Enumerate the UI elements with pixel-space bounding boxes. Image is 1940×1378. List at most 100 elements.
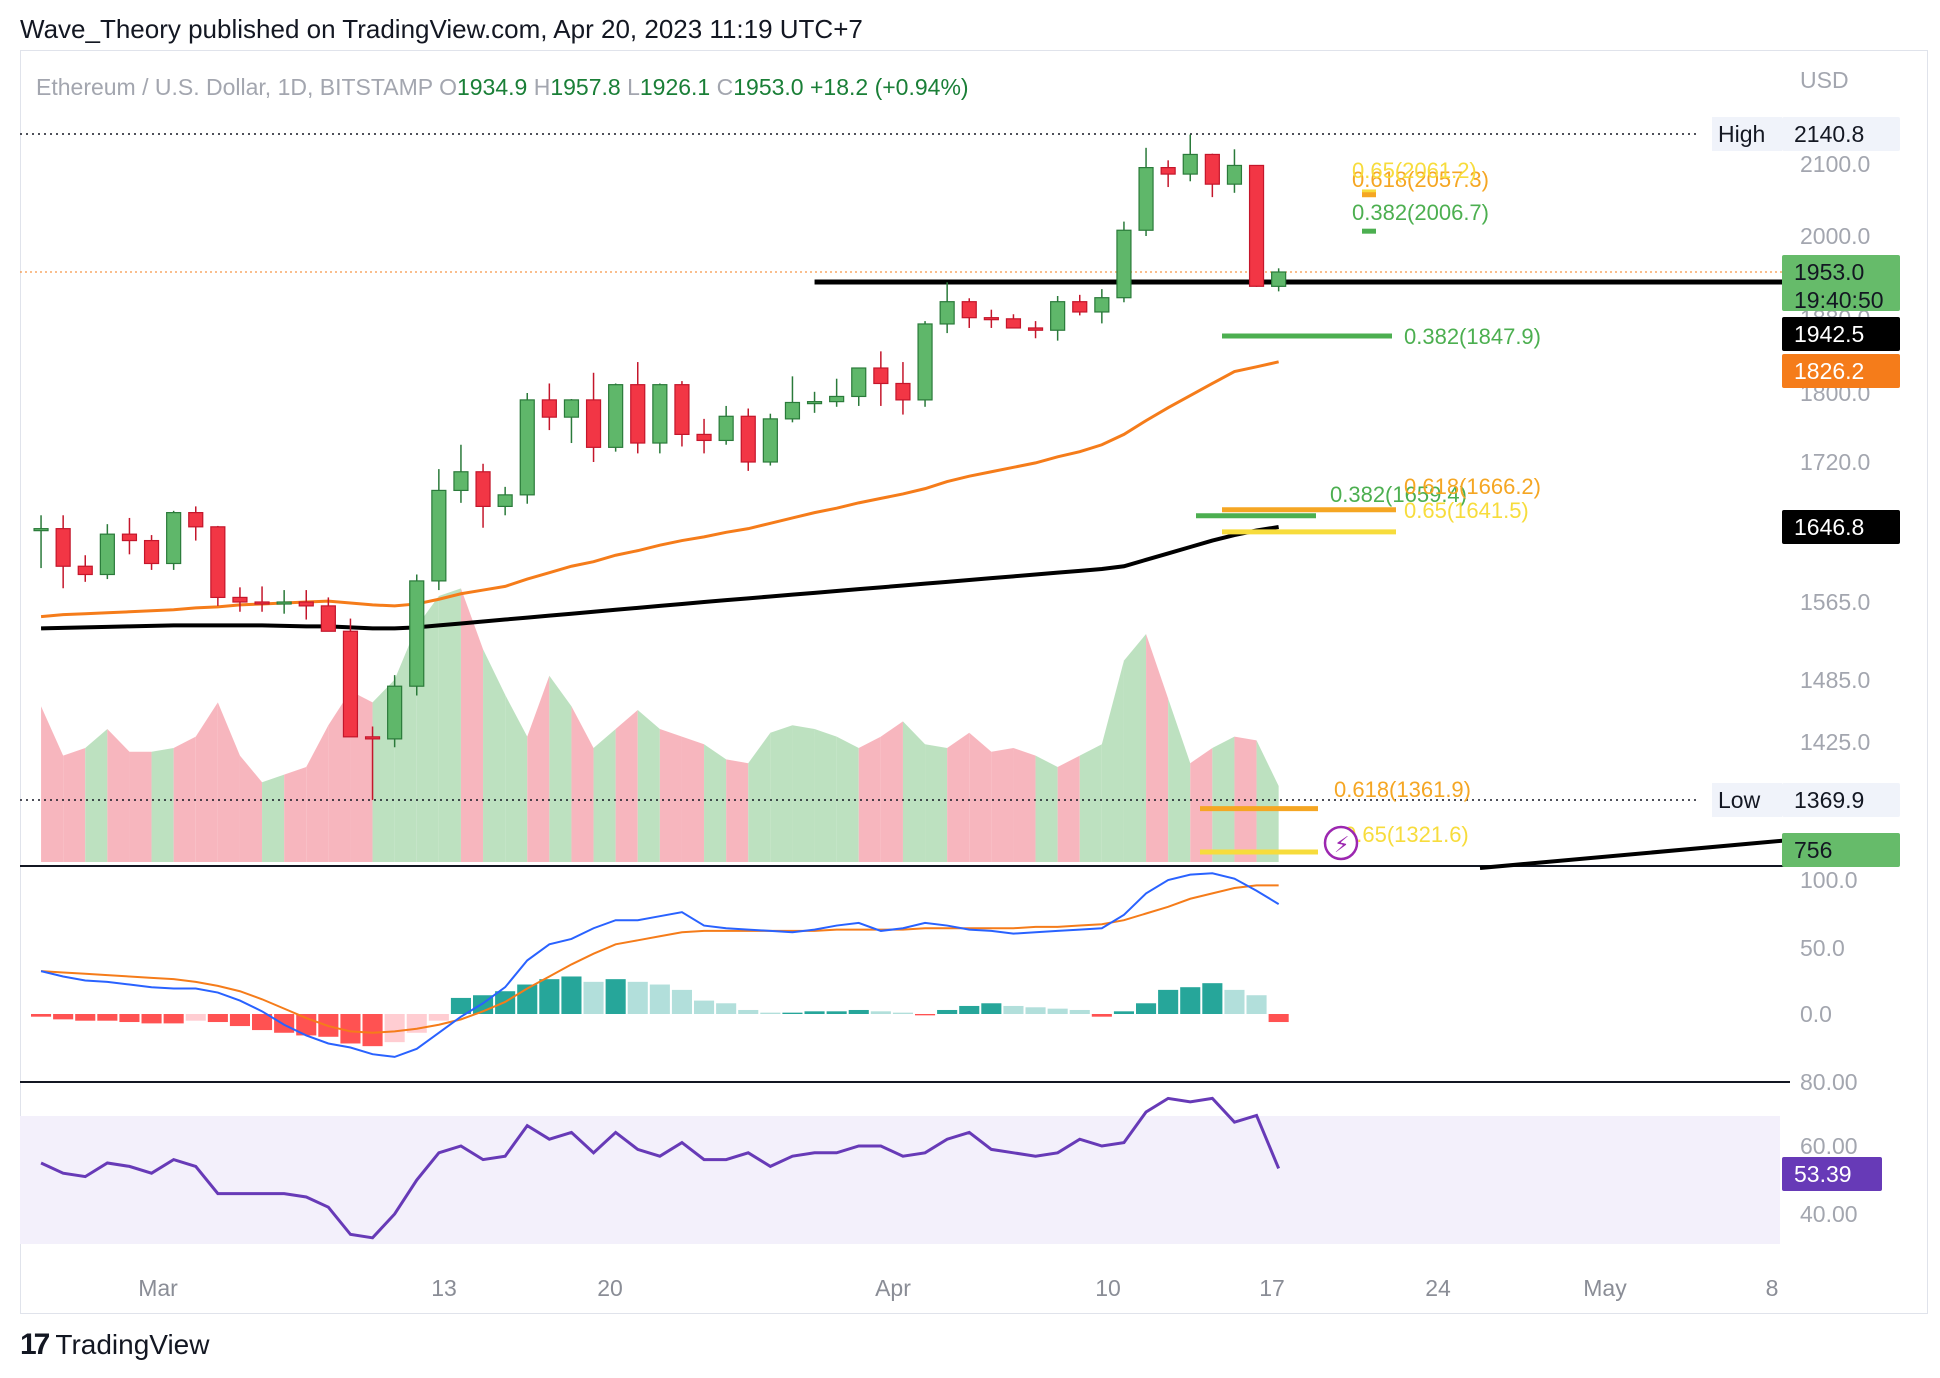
macd-histogram-bar	[274, 1014, 295, 1033]
ema50-line	[40, 360, 1279, 619]
candle-body	[1248, 164, 1265, 287]
volume-area	[1212, 736, 1235, 862]
ema200-line	[41, 525, 1279, 631]
volume-area	[792, 725, 815, 862]
macd-histogram-bar	[915, 1014, 936, 1016]
price-badge-value: 1942.5	[1794, 321, 1864, 347]
alert-lightning-glyph: ⚡	[1334, 833, 1349, 858]
candle-body	[873, 367, 889, 385]
rsi-tick-label: 40.00	[1800, 1201, 1858, 1227]
volume-area	[1146, 634, 1169, 862]
candle-body	[740, 415, 756, 463]
candle-body	[55, 528, 71, 567]
macd-histogram-bar	[163, 1014, 184, 1024]
legend-part: 1953.0	[733, 74, 810, 100]
volume-area	[173, 736, 196, 862]
macd-histogram-bar	[1180, 987, 1201, 1014]
price-tick-label: 1565.0	[1800, 589, 1870, 615]
chart-frame	[20, 50, 1928, 1314]
candle-body	[1138, 167, 1154, 231]
volume-area	[880, 721, 903, 862]
price-badge-value: 1953.0	[1794, 259, 1864, 285]
macd-tick-label: 0.0	[1800, 1001, 1832, 1027]
fib-annotation: 0.382(1847.9)	[1404, 324, 1541, 349]
candle-body	[364, 736, 381, 740]
macd-histogram-bar	[1268, 1014, 1289, 1023]
fib-annotation: 0.65(1321.6)	[1344, 822, 1469, 847]
candle-body	[210, 526, 226, 599]
candle-body	[608, 384, 624, 448]
candle-body	[961, 301, 977, 319]
volume-area	[1035, 755, 1058, 862]
macd-histogram-bar	[583, 981, 604, 1014]
volume-area	[1168, 698, 1191, 862]
macd-histogram-bar	[892, 1012, 913, 1014]
rsi-band	[20, 1116, 1780, 1244]
macd-histogram-bar	[1113, 1011, 1134, 1014]
fib-annotation: 0.382(2006.7)	[1352, 200, 1489, 225]
macd-histogram-bar	[1136, 1003, 1157, 1014]
macd-histogram-bar	[539, 979, 560, 1014]
candle-body	[718, 415, 734, 442]
macd-histogram-bar	[804, 1011, 825, 1014]
candle-body	[895, 382, 911, 401]
candle-body	[983, 317, 999, 321]
macd-signal-line	[40, 884, 1279, 1034]
macd-histogram-bar	[870, 1011, 891, 1014]
macd-histogram-bar	[937, 1009, 958, 1014]
price-badge-value: 756	[1794, 837, 1832, 863]
legend-part: L	[627, 74, 640, 100]
volume-area	[726, 759, 749, 862]
candle-body	[563, 399, 580, 418]
volume-area	[571, 706, 594, 862]
footer-brand[interactable]: 17 TradingView	[20, 1328, 209, 1362]
volume-area	[1101, 660, 1124, 862]
rsi-pane	[20, 1096, 1780, 1244]
macd-histogram-bar	[1224, 989, 1245, 1014]
publish-header: Wave_Theory published on TradingView.com…	[20, 14, 863, 44]
candle-body	[1072, 301, 1088, 313]
volume-area	[770, 725, 793, 862]
time-tick-label: 10	[1095, 1275, 1121, 1301]
candle-body	[674, 384, 690, 435]
volume-area	[814, 729, 837, 862]
candle-body	[1271, 271, 1287, 287]
price-badge-value: 1646.8	[1794, 514, 1864, 540]
volume-area	[969, 732, 992, 862]
macd-histogram-bar	[362, 1014, 383, 1047]
volume-area	[1079, 744, 1102, 862]
volume-area	[41, 706, 64, 862]
candle-body	[851, 367, 867, 398]
price-label-tag-text: High	[1718, 121, 1765, 147]
volume-area	[902, 721, 926, 862]
macd-histogram-bar	[694, 1000, 715, 1014]
price-badge	[1782, 510, 1900, 544]
price-tick-label: 1425.0	[1800, 729, 1870, 755]
candle-body	[166, 512, 182, 565]
time-tick-label: Apr	[875, 1275, 911, 1301]
time-tick-label: May	[1583, 1275, 1627, 1301]
volume-area	[151, 748, 174, 862]
volume-area	[284, 767, 307, 862]
price-badge	[1782, 255, 1900, 311]
legend-part: O	[439, 74, 457, 100]
macd-histogram-bar	[981, 1003, 1002, 1014]
volume-area	[615, 710, 638, 862]
candle-body	[806, 401, 823, 405]
fib-annotation: 0.65(1641.5)	[1404, 498, 1529, 523]
macd-histogram-bar	[649, 984, 670, 1014]
macd-histogram-bar	[141, 1014, 162, 1024]
candle-body	[585, 399, 602, 448]
legend-part: Ethereum / U.S. Dollar, 1D, BITSTAMP	[36, 74, 439, 100]
candle-body	[254, 601, 270, 605]
candle-body	[630, 384, 646, 444]
candle-body	[541, 399, 557, 418]
volume-area	[925, 744, 948, 862]
time-tick-label: Mar	[138, 1275, 178, 1301]
legend-part: 1934.9	[457, 74, 534, 100]
candle-body	[1116, 229, 1132, 299]
volume-area	[85, 729, 108, 862]
candle-body	[1094, 297, 1110, 313]
volume-area	[129, 751, 152, 862]
